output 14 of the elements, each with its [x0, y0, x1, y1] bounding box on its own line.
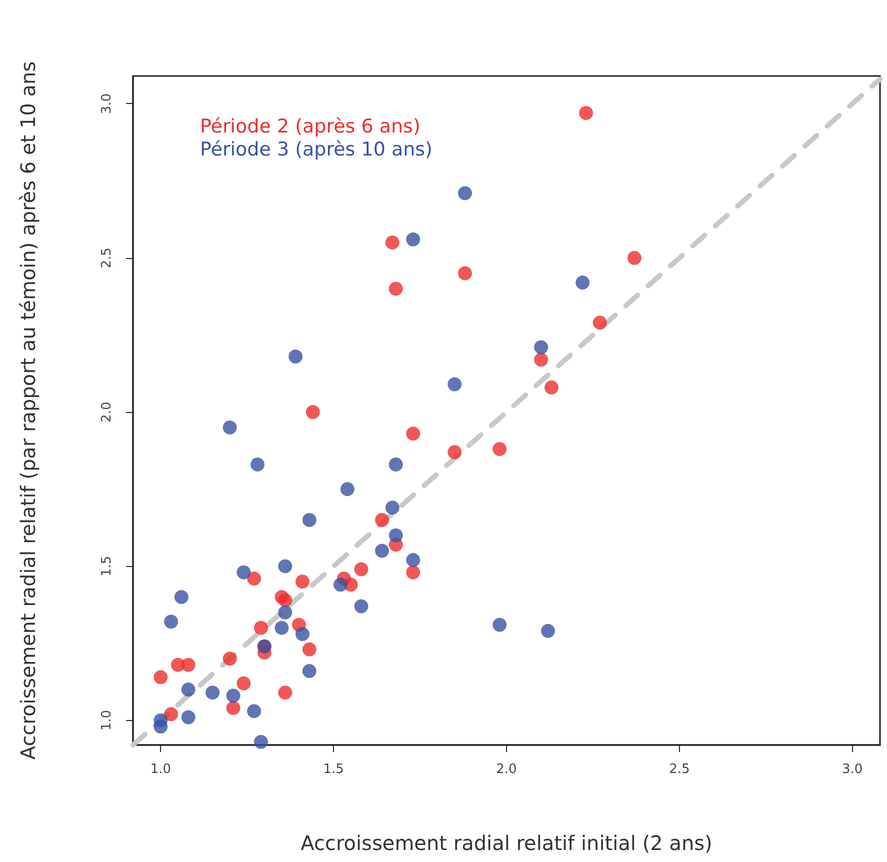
x-axis-title: Accroissement radial relatif initial (2 ans) [300, 831, 712, 855]
x-tick-label: 1.5 [323, 762, 344, 777]
text: Période 2 (après 6 ans) [200, 116, 420, 138]
y-tick-label: 1.5 [100, 556, 114, 577]
x-tick-label: 3.0 [842, 762, 863, 777]
y-axis-title: Accroissement radial relatif (par rapport au témoin) après 6 et 10 ans [16, 61, 40, 760]
text: Période 3 (après 10 ans) [200, 138, 432, 160]
y-tick-label: 2.5 [100, 248, 114, 268]
x-tick-label: 2.5 [669, 762, 690, 777]
x-tick-label: 1.0 [150, 762, 172, 777]
y-tick-label: 3.0 [100, 93, 114, 114]
y-tick-label: 2.0 [100, 402, 114, 422]
x-tick-label: 2.0 [496, 762, 517, 777]
y-tick-label: 1.0 [100, 710, 114, 731]
